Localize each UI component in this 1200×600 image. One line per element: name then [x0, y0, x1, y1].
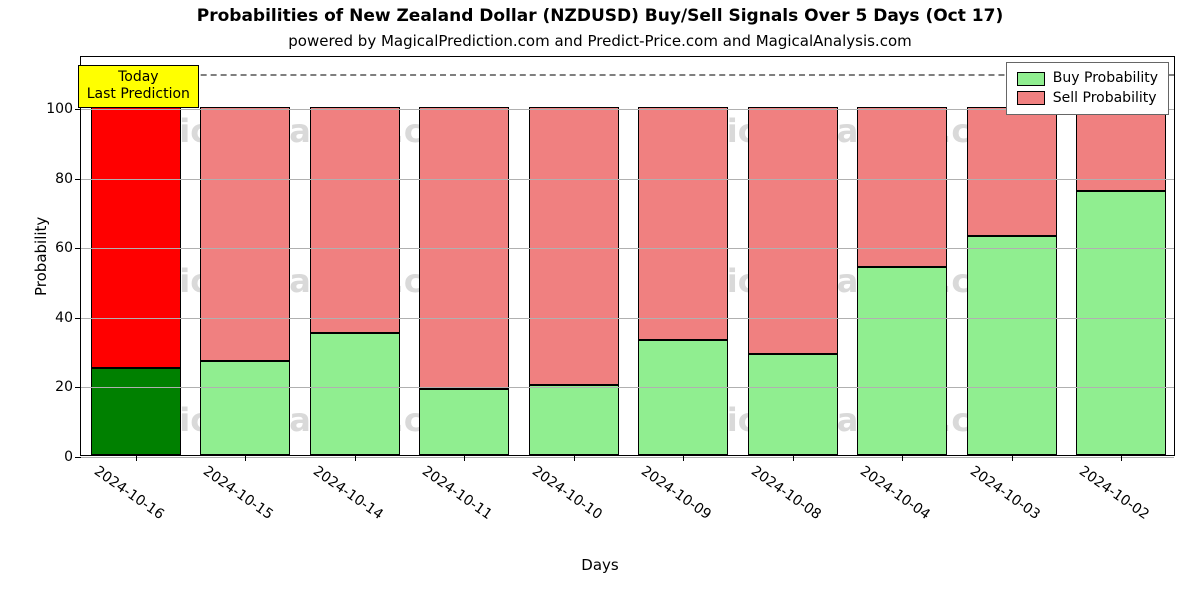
bar-group	[91, 55, 181, 455]
xtick-label: 2024-10-14	[310, 455, 392, 523]
bar-group	[419, 55, 509, 455]
x-axis-label: Days	[0, 556, 1200, 574]
bar-buy	[967, 236, 1057, 455]
bars-layer	[81, 57, 1174, 455]
chart-subtitle: powered by MagicalPrediction.com and Pre…	[0, 32, 1200, 50]
legend-item-buy: Buy Probability	[1017, 69, 1158, 89]
bar-sell	[638, 107, 728, 340]
legend-label-buy: Buy Probability	[1053, 69, 1158, 89]
bar-buy	[529, 385, 619, 455]
bar-sell	[310, 107, 400, 333]
xtick-mark	[1012, 455, 1013, 461]
xtick-label: 2024-10-03	[967, 455, 1049, 523]
gridline	[81, 248, 1174, 249]
ytick-mark	[75, 318, 81, 319]
xtick-mark	[793, 455, 794, 461]
xtick-mark	[1121, 455, 1122, 461]
chart-figure: Probabilities of New Zealand Dollar (NZD…	[0, 0, 1200, 600]
bar-buy	[91, 368, 181, 455]
xtick-mark	[902, 455, 903, 461]
bar-group	[857, 55, 947, 455]
bar-buy	[748, 354, 838, 455]
bar-sell	[967, 107, 1057, 236]
ytick-mark	[75, 109, 81, 110]
xtick-label: 2024-10-04	[857, 455, 939, 523]
gridline	[81, 318, 1174, 319]
bar-buy	[857, 267, 947, 455]
xtick-label: 2024-10-02	[1076, 455, 1158, 523]
legend-item-sell: Sell Probability	[1017, 89, 1158, 109]
xtick-mark	[245, 455, 246, 461]
bar-buy	[310, 333, 400, 455]
annotation-line1: Today	[118, 69, 159, 85]
ytick-mark	[75, 457, 81, 458]
ytick-mark	[75, 179, 81, 180]
annotation-line2: Last Prediction	[87, 86, 190, 102]
xtick-mark	[574, 455, 575, 461]
xtick-label: 2024-10-10	[529, 455, 611, 523]
bar-sell	[200, 107, 290, 361]
xtick-label: 2024-10-15	[200, 455, 282, 523]
bar-buy	[638, 340, 728, 455]
xtick-mark	[464, 455, 465, 461]
y-axis-label: Probability	[32, 217, 50, 296]
xtick-label: 2024-10-16	[91, 455, 173, 523]
bar-sell	[529, 107, 619, 385]
bar-group	[200, 55, 290, 455]
legend-swatch-buy	[1017, 72, 1045, 86]
bar-buy	[1076, 191, 1166, 455]
xtick-mark	[355, 455, 356, 461]
gridline	[81, 179, 1174, 180]
xtick-mark	[683, 455, 684, 461]
today-annotation: TodayLast Prediction	[78, 65, 199, 108]
bar-group	[529, 55, 619, 455]
bar-buy	[200, 361, 290, 455]
gridline	[81, 387, 1174, 388]
xtick-mark	[136, 455, 137, 461]
bar-group	[638, 55, 728, 455]
bar-buy	[419, 389, 509, 455]
xtick-label: 2024-10-08	[748, 455, 830, 523]
bar-sell	[857, 107, 947, 267]
plot-area: MagicalAnalysis.comMagicalAnalysis.comMa…	[80, 56, 1175, 456]
ytick-mark	[75, 387, 81, 388]
legend-swatch-sell	[1017, 91, 1045, 105]
ytick-mark	[75, 248, 81, 249]
bar-group	[310, 55, 400, 455]
chart-title: Probabilities of New Zealand Dollar (NZD…	[0, 6, 1200, 26]
xtick-label: 2024-10-11	[419, 455, 501, 523]
bar-sell	[91, 72, 181, 368]
bar-group	[748, 55, 838, 455]
legend-label-sell: Sell Probability	[1053, 89, 1157, 109]
xtick-label: 2024-10-09	[638, 455, 720, 523]
legend: Buy Probability Sell Probability	[1006, 62, 1169, 115]
